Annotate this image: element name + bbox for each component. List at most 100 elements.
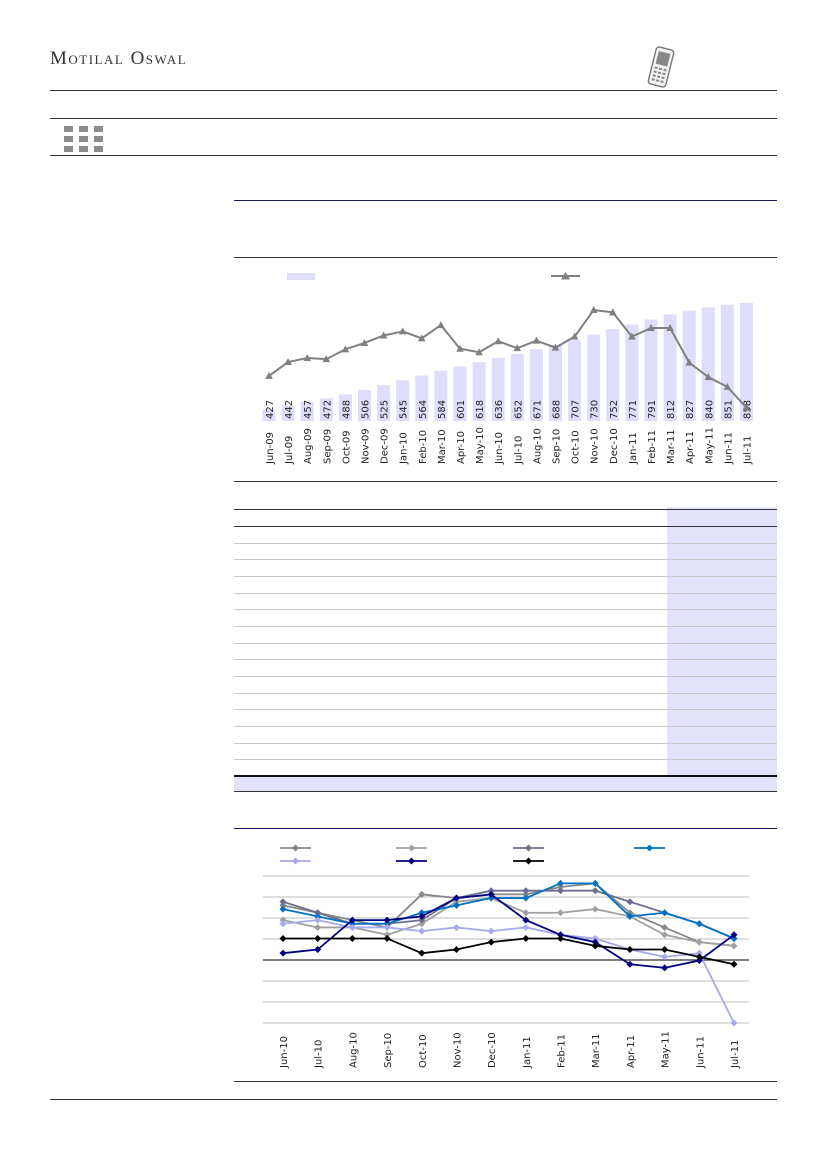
x-tick-Dec-10: Dec-10 xyxy=(487,1032,498,1068)
series-line-1 xyxy=(282,882,735,947)
series-2-point-Jul-11 xyxy=(730,942,738,950)
x-tick-Jun-10: Jun-10 xyxy=(494,432,505,465)
bar-Jan-11 xyxy=(625,324,639,421)
trend-marker-Jul-09 xyxy=(284,358,292,366)
series-6-point-Jun-11 xyxy=(695,957,703,965)
trend-marker-Sep-09 xyxy=(322,355,331,363)
series-line-4 xyxy=(282,882,735,940)
series-4-point-Jul-10 xyxy=(314,912,322,920)
bar-label-Apr-11: 827 xyxy=(685,400,696,419)
trend-marker-Jan-11 xyxy=(628,332,636,340)
series-4-point-Mar-11 xyxy=(591,879,599,887)
bar-Jul-11 xyxy=(740,302,753,421)
series-6-point-Feb-11 xyxy=(557,931,565,939)
x-tick-Jul-10: Jul-10 xyxy=(314,1040,325,1069)
series-5-point-Sep-10 xyxy=(383,923,391,931)
bar-Mar-11 xyxy=(663,314,677,421)
x-tick-Mar-11: Mar-11 xyxy=(591,1033,602,1068)
series-4-point-Nov-10 xyxy=(452,901,460,909)
series-7-point-Mar-11 xyxy=(591,942,599,950)
series-4-point-Jun-10 xyxy=(279,905,287,913)
series-2-point-May-11 xyxy=(661,931,669,939)
table-row-rule-7 xyxy=(234,643,777,644)
trend-marker-Apr-10 xyxy=(456,344,464,352)
chart1-top-rule xyxy=(234,257,777,258)
x-tick-Jun-10: Jun-10 xyxy=(279,1036,290,1069)
series-6-point-Mar-11 xyxy=(591,938,599,946)
series-6-point-Jan-11 xyxy=(522,916,530,924)
bar-Apr-11 xyxy=(682,310,696,421)
x-tick-Jun-11: Jun-11 xyxy=(695,1036,706,1069)
bar-label-May-10: 618 xyxy=(475,400,486,419)
table-total-row xyxy=(234,777,777,791)
series-6-point-Jul-10 xyxy=(314,946,322,953)
footer-rule xyxy=(50,1099,777,1100)
trend-marker-Jun-10 xyxy=(494,337,502,345)
series-6-point-Sep-10 xyxy=(383,916,391,924)
trend-marker-May-10 xyxy=(475,348,483,356)
bar-Apr-10 xyxy=(453,366,467,421)
series-5-point-Oct-10 xyxy=(418,927,426,935)
x-tick-Nov-09: Nov-09 xyxy=(361,428,372,464)
bar-label-Sep-10: 688 xyxy=(552,400,563,419)
x-tick-Aug-10: Aug-10 xyxy=(348,1032,359,1068)
bar-label-Feb-10: 564 xyxy=(418,400,429,419)
series-4-point-Jan-11 xyxy=(522,894,530,902)
x-tick-Apr-10: Apr-10 xyxy=(456,431,467,464)
x-tick-Apr-11: Apr-11 xyxy=(626,1035,637,1068)
table-row-rule-9 xyxy=(234,676,777,677)
chart1-legend xyxy=(287,272,580,280)
legend-marker-1 xyxy=(292,844,299,852)
brand-logo: Motilal Oswal xyxy=(50,48,188,69)
series-2-point-Jun-10 xyxy=(279,916,287,924)
series-5-point-Jul-11 xyxy=(730,1019,738,1027)
series-5-point-Jan-11 xyxy=(522,923,530,931)
series-4-point-Sep-10 xyxy=(383,920,391,928)
trend-marker-Dec-09 xyxy=(379,331,388,339)
section-rule-top xyxy=(50,118,777,119)
trend-marker-Feb-10 xyxy=(418,334,426,342)
trend-marker-Dec-10 xyxy=(609,308,617,316)
series-2-point-Mar-11 xyxy=(591,905,599,913)
series-7-point-Nov-10 xyxy=(452,946,460,953)
table-row-rule-11 xyxy=(234,709,777,710)
table-bottom-rule xyxy=(234,791,777,792)
series-7-point-Jan-11 xyxy=(522,934,530,942)
x-tick-Oct-09: Oct-09 xyxy=(341,430,352,464)
table-row-rule-5 xyxy=(234,609,777,610)
bar-Dec-09 xyxy=(377,385,391,421)
series-7-point-Sep-10 xyxy=(383,934,391,942)
mobile-phone-icon xyxy=(647,46,675,88)
legend-marker-5 xyxy=(292,857,299,865)
legend-marker-4 xyxy=(646,844,653,852)
bar-label-Jun-09: 427 xyxy=(265,400,276,419)
legend-marker-6 xyxy=(408,857,415,865)
bar-label-Nov-09: 506 xyxy=(361,400,372,419)
bar-Nov-10 xyxy=(587,334,601,421)
series-7-point-Jul-10 xyxy=(314,934,322,942)
series-4-point-May-11 xyxy=(661,909,669,917)
bar-Aug-09 xyxy=(300,401,314,421)
trend-marker-Jan-10 xyxy=(398,327,407,335)
series-3-point-Apr-11 xyxy=(626,898,634,906)
trend-marker-May-11 xyxy=(704,373,713,381)
series-3-point-Jan-11 xyxy=(522,887,530,895)
x-tick-Oct-10: Oct-10 xyxy=(571,430,582,464)
trend-marker-Aug-09 xyxy=(303,354,311,361)
bar-Sep-09 xyxy=(319,398,333,421)
series-5-point-Jun-10 xyxy=(279,920,287,928)
bar-label-Jun-11: 851 xyxy=(723,400,734,419)
table-row-rule-14 xyxy=(234,759,777,760)
x-tick-Jan-11: Jan-11 xyxy=(522,1036,533,1069)
bar-Feb-11 xyxy=(644,319,658,421)
trend-marker-Sep-10 xyxy=(551,343,560,351)
bar-label-Jul-09: 442 xyxy=(284,400,295,419)
chart2-top-rule xyxy=(234,828,777,829)
legend-marker-7 xyxy=(525,857,532,865)
series-line-7 xyxy=(283,937,735,966)
series-2-point-Jun-11 xyxy=(695,938,703,946)
x-tick-Jul-11: Jul-11 xyxy=(743,436,754,465)
x-tick-May-11: May-11 xyxy=(661,1031,672,1068)
x-tick-May-10: May-10 xyxy=(475,427,486,464)
x-tick-Jul-11: Jul-11 xyxy=(730,1040,741,1069)
